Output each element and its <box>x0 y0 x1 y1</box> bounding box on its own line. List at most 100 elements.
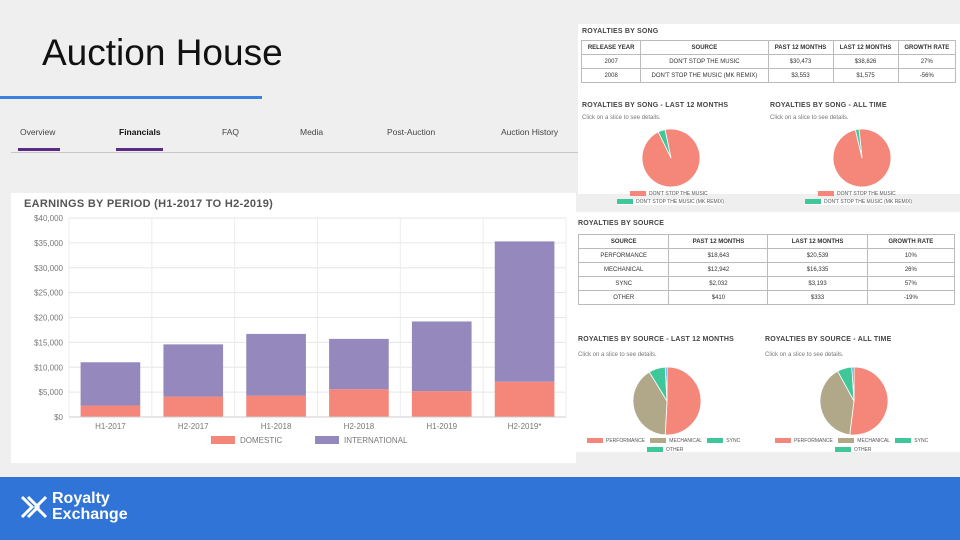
table-cell: $410 <box>668 290 769 305</box>
table-cell: SYNC <box>577 276 670 291</box>
source-pie-all-legend-other: OTHER <box>835 447 872 453</box>
bar-domestic[interactable] <box>80 405 141 417</box>
table-row: OTHER $410 $333 -19% <box>577 290 956 305</box>
y-tick-label: $40,000 <box>34 214 63 223</box>
pie-slice-mechanical[interactable] <box>819 370 855 436</box>
legend-swatch <box>650 438 667 444</box>
legend-label: OTHER <box>854 447 872 453</box>
legend-swatch <box>775 438 791 444</box>
pie-slice-performance[interactable] <box>849 366 889 436</box>
legend-label: INTERNATIONAL <box>344 436 408 445</box>
pie-slice-don-t-stop-the-music-mk-remix-[interactable] <box>657 129 672 159</box>
brand-name: Royalty Exchange <box>52 491 128 523</box>
pie-slice-don-t-stop-the-music-mk-remix-[interactable] <box>854 128 863 159</box>
table-row: MECHANICAL $12,942 $16,335 26% <box>577 262 956 277</box>
source-pie-last12-legend: PERFORMANCE MECHANICAL SYNC <box>587 438 740 444</box>
legend-label: MECHANICAL <box>669 438 702 444</box>
royalties-by-source-title: ROYALTIES BY SOURCE <box>578 220 665 227</box>
legend-label: DON'T STOP THE MUSIC (MK REMIX) <box>824 199 913 205</box>
footer-bar <box>0 477 960 540</box>
pie-slice-performance[interactable] <box>664 366 702 436</box>
y-tick-label: $35,000 <box>34 239 63 248</box>
column-header: PAST 12 MONTHS <box>767 40 834 55</box>
bar-domestic[interactable] <box>329 389 389 417</box>
pie-slice-other[interactable] <box>664 366 668 402</box>
bar-international[interactable] <box>246 333 306 396</box>
legend-swatch <box>630 191 646 197</box>
song-pie-all-hint: Click on a slice to see details. <box>770 115 849 121</box>
tab-post-auction[interactable]: Post-Auction <box>387 127 436 137</box>
bar-international[interactable] <box>329 338 389 390</box>
legend-swatch <box>895 438 912 444</box>
song-pie-last12[interactable] <box>633 128 709 188</box>
bar-international[interactable] <box>411 321 472 392</box>
legend-swatch <box>315 436 339 444</box>
source-pie-last12-title: ROYALTIES BY SOURCE - LAST 12 MONTHS <box>578 336 735 343</box>
source-pie-all-time[interactable] <box>818 366 890 436</box>
table-cell: $20,539 <box>767 248 868 263</box>
legend-swatch <box>211 436 235 444</box>
x-tick-label: H2-2018 <box>344 422 375 431</box>
x-tick-label: H1-2019 <box>426 422 457 431</box>
table-cell: $3,193 <box>767 276 868 291</box>
bar-domestic[interactable] <box>494 381 555 417</box>
table-cell: $3,553 <box>767 68 834 83</box>
brand-line-2: Exchange <box>52 506 128 523</box>
legend-swatch <box>707 438 724 444</box>
x-tick-label: H1-2018 <box>261 422 292 431</box>
song-pie-all-time[interactable] <box>824 128 900 188</box>
bar-domestic[interactable] <box>246 395 306 417</box>
y-tick-label: $25,000 <box>34 289 63 298</box>
bar-domestic[interactable] <box>411 391 472 417</box>
legend-label: MECHANICAL <box>857 438 890 444</box>
column-header: LAST 12 MONTHS <box>767 234 868 249</box>
source-pie-all-hint: Click on a slice to see details. <box>765 352 844 358</box>
table-cell: -19% <box>866 290 956 305</box>
tab-media[interactable]: Media <box>300 127 324 137</box>
legend-swatch <box>818 191 834 197</box>
bar-domestic[interactable] <box>163 396 224 417</box>
song-pie-last12-title: ROYALTIES BY SONG - LAST 12 MONTHS <box>582 102 729 109</box>
legend-swatch <box>587 438 603 444</box>
legend-label: PERFORMANCE <box>794 438 833 444</box>
table-cell: $18,643 <box>668 248 769 263</box>
table-cell: 2008 <box>580 68 642 83</box>
source-pie-last12-legend-other: OTHER <box>647 447 684 453</box>
x-tick-label: H2-2019* <box>508 422 542 431</box>
source-pie-last12[interactable] <box>631 366 703 436</box>
y-tick-label: $0 <box>54 413 63 422</box>
x-tick-label: H1-2017 <box>95 422 126 431</box>
bar-international[interactable] <box>80 362 141 406</box>
legend-label: PERFORMANCE <box>606 438 645 444</box>
table-cell: DON'T STOP THE MUSIC <box>640 54 769 69</box>
pie-slice-other[interactable] <box>851 366 855 402</box>
column-header: LAST 12 MONTHS <box>832 40 899 55</box>
tab-auction-history[interactable]: Auction History <box>501 127 559 137</box>
royalty-exchange-logo-icon <box>20 495 48 519</box>
song-pie-all-legend-item: DON'T STOP THE MUSIC (MK REMIX) <box>805 199 913 205</box>
royalties-by-song-panel: ROYALTIES BY SONG RELEASE YEAR SOURCE PA… <box>578 24 960 197</box>
title-underline <box>0 96 262 99</box>
tab-bar: Overview Financials FAQ Media Post-Aucti… <box>11 114 578 153</box>
table-cell: 10% <box>866 248 956 263</box>
bar-international[interactable] <box>494 241 555 382</box>
column-header: GROWTH RATE <box>897 40 957 55</box>
source-pie-all-title: ROYALTIES BY SOURCE - ALL TIME <box>765 336 892 343</box>
table-cell: $12,942 <box>668 262 769 277</box>
tab-financials-underline <box>116 148 163 151</box>
table-row: 2008 DON'T STOP THE MUSIC (MK REMIX) $3,… <box>580 68 957 83</box>
y-tick-label: $15,000 <box>34 338 63 347</box>
table-cell: 2007 <box>580 54 642 69</box>
bar-international[interactable] <box>163 344 224 397</box>
table-cell: MECHANICAL <box>577 262 670 277</box>
song-pie-all-legend-item: DON'T STOP THE MUSIC <box>818 191 896 197</box>
table-row: PERFORMANCE $18,643 $20,539 10% <box>577 248 956 263</box>
tab-financials[interactable]: Financials <box>119 127 161 137</box>
legend-label: SYNC <box>726 438 741 444</box>
table-cell: $38,826 <box>832 54 899 69</box>
tab-faq[interactable]: FAQ <box>222 127 240 137</box>
legend-swatch <box>647 447 663 453</box>
tab-overview[interactable]: Overview <box>20 127 56 137</box>
table-cell: $2,032 <box>668 276 769 291</box>
table-cell: $16,335 <box>767 262 868 277</box>
